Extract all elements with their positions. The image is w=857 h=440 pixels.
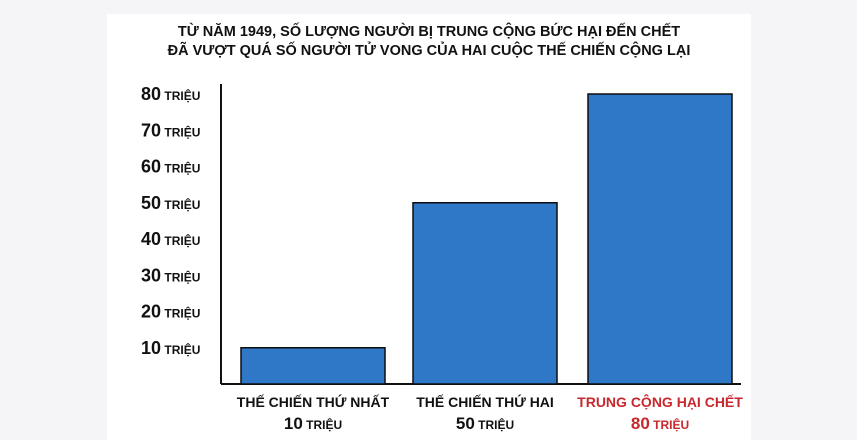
chart-title-line-2: ĐÃ VƯỢT QUÁ SỐ NGƯỜI TỬ VONG CỦA HAI CUỘ… xyxy=(168,41,691,59)
bar-3 xyxy=(587,93,733,385)
chart-title-line-1: TỪ NĂM 1949, SỐ LƯỢNG NGƯỜI BỊ TRUNG CỘN… xyxy=(178,22,680,40)
y-tick-label-60: 60 TRIỆU xyxy=(141,157,200,177)
value-label-1: 10 TRIỆU xyxy=(284,414,342,433)
value-label-2: 50 TRIỆU xyxy=(456,414,514,433)
y-tick-label-30: 30 TRIỆU xyxy=(141,265,200,285)
category-label-1: THẾ CHIẾN THỨ NHẤT xyxy=(237,393,390,410)
value-label-3: 80 TRIỆU xyxy=(631,414,689,433)
y-tick-label-70: 70 TRIỆU xyxy=(141,120,200,140)
y-tick-label-80: 80 TRIỆU xyxy=(141,84,200,104)
bar-2 xyxy=(412,202,558,385)
category-label-3: TRUNG CỘNG HẠI CHẾT xyxy=(577,393,743,410)
y-axis-ticks: 10 TRIỆU 20 TRIỆU 30 TRIỆU 40 TRIỆU 50 TRIỆU… xyxy=(141,84,200,358)
bar-chart: TỪ NĂM 1949, SỐ LƯỢNG NGƯỜI BỊ TRUNG CỘN… xyxy=(141,22,743,433)
bars xyxy=(240,93,733,385)
y-tick-label-40: 40 TRIỆU xyxy=(141,229,200,249)
chart-panel: TỪ NĂM 1949, SỐ LƯỢNG NGƯỜI BỊ TRUNG CỘN… xyxy=(107,14,751,440)
y-tick-label-50: 50 TRIỆU xyxy=(141,193,200,213)
bar-1 xyxy=(240,347,386,385)
category-label-2: THẾ CHIẾN THỨ HAI xyxy=(416,393,554,410)
x-axis-labels: THẾ CHIẾN THỨ NHẤT 10 TRIỆU THẾ CHIẾN THỨ … xyxy=(237,393,743,433)
chart-title: TỪ NĂM 1949, SỐ LƯỢNG NGƯỜI BỊ TRUNG CỘN… xyxy=(168,22,691,59)
y-tick-label-10: 10 TRIỆU xyxy=(141,338,200,358)
y-tick-label-20: 20 TRIỆU xyxy=(141,302,200,322)
